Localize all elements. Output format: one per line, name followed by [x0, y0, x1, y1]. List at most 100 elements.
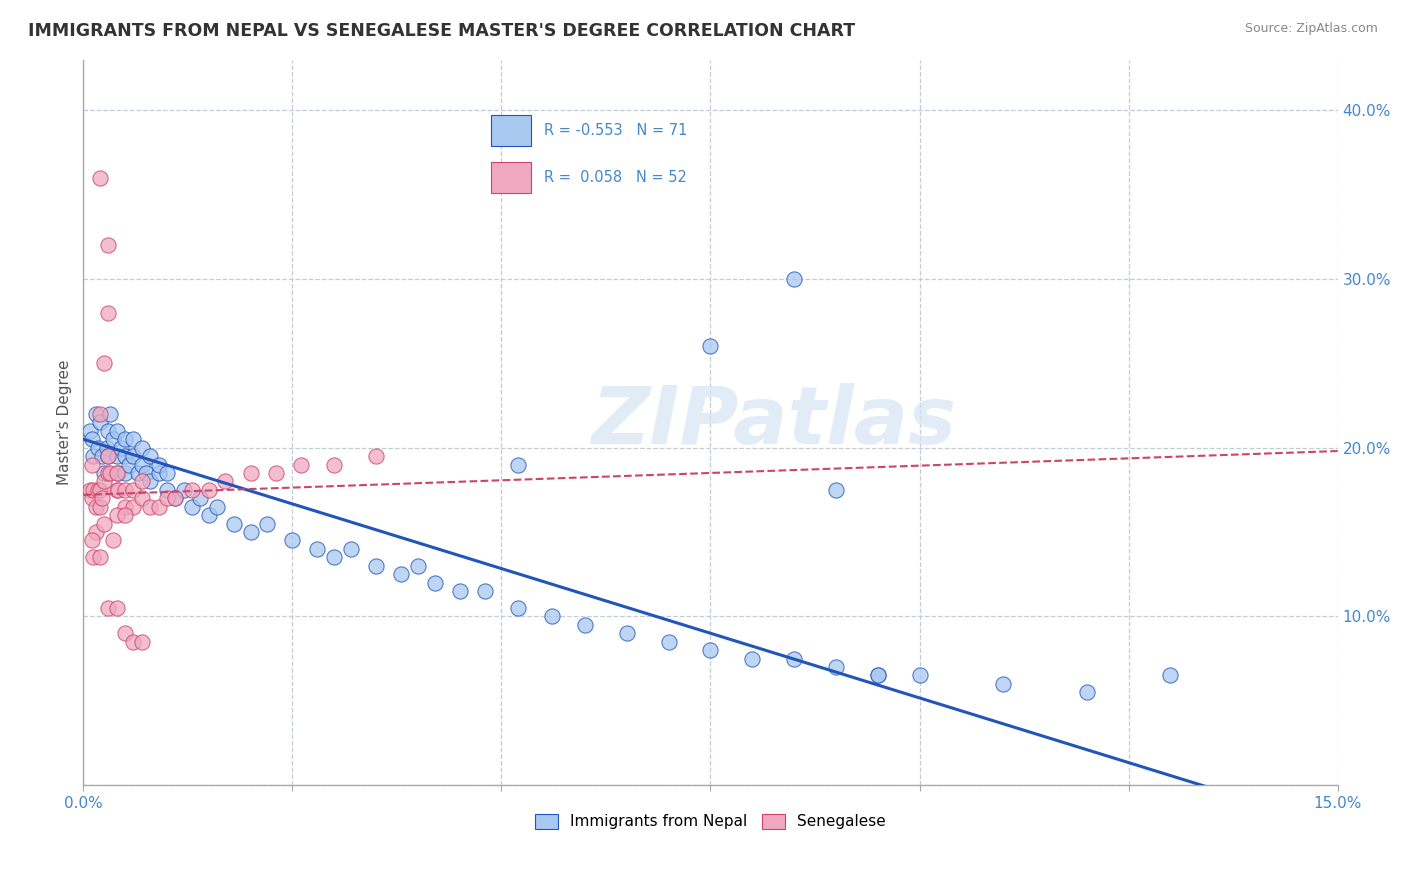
Point [1159, 668, 1181, 682]
Point [190, 491, 212, 506]
Point [84, 407, 107, 421]
Point [423, 575, 446, 590]
Point [114, 626, 136, 640]
Text: ZIPatlas: ZIPatlas [591, 384, 956, 461]
Point [364, 558, 387, 573]
Point [89, 500, 111, 514]
Point [131, 491, 153, 506]
Point [866, 668, 889, 682]
Point [105, 449, 128, 463]
Point [825, 483, 848, 497]
Point [540, 609, 562, 624]
Point [79, 424, 101, 438]
Point [281, 533, 304, 548]
Point [264, 466, 287, 480]
Point [105, 466, 128, 480]
Point [323, 458, 346, 472]
Point [84, 524, 107, 539]
Point [89, 550, 111, 565]
Point [97, 238, 120, 252]
Point [148, 466, 170, 480]
Point [97, 449, 120, 463]
Point [122, 432, 145, 446]
Point [89, 415, 111, 429]
Point [197, 508, 219, 523]
Point [97, 306, 120, 320]
Point [156, 483, 179, 497]
Point [165, 491, 187, 506]
Point [239, 524, 262, 539]
Point [90, 491, 112, 506]
Point [1076, 685, 1098, 699]
Point [991, 677, 1014, 691]
Point [114, 483, 136, 497]
Point [658, 634, 681, 648]
Point [82, 550, 104, 565]
Point [79, 483, 101, 497]
Point [98, 466, 121, 480]
Point [82, 449, 104, 463]
Point [389, 567, 412, 582]
Point [93, 475, 115, 489]
Point [107, 466, 129, 480]
Point [156, 491, 179, 506]
Point [131, 475, 153, 489]
Point [256, 516, 278, 531]
Point [80, 432, 103, 446]
Point [307, 541, 329, 556]
Point [449, 584, 471, 599]
Point [114, 500, 136, 514]
Point [214, 475, 236, 489]
Point [474, 584, 496, 599]
Point [80, 458, 103, 472]
Y-axis label: Master's Degree: Master's Degree [58, 359, 72, 485]
Point [97, 466, 120, 480]
Point [80, 533, 103, 548]
Point [131, 441, 153, 455]
Point [181, 500, 204, 514]
Point [741, 651, 763, 665]
Point [699, 339, 721, 353]
Point [97, 449, 120, 463]
Point [101, 533, 124, 548]
Point [105, 424, 128, 438]
Point [122, 634, 145, 648]
Point [89, 407, 111, 421]
Point [323, 550, 346, 565]
Point [616, 626, 638, 640]
Point [84, 500, 107, 514]
Point [82, 483, 104, 497]
Point [508, 458, 530, 472]
Point [148, 458, 170, 472]
Point [131, 634, 153, 648]
Point [98, 407, 121, 421]
Point [783, 651, 806, 665]
Point [105, 508, 128, 523]
Point [122, 500, 145, 514]
Point [148, 500, 170, 514]
Point [205, 500, 228, 514]
Point [173, 483, 195, 497]
Point [97, 424, 120, 438]
Point [107, 483, 129, 497]
Point [290, 458, 312, 472]
Point [699, 643, 721, 657]
Point [783, 272, 806, 286]
Point [139, 449, 162, 463]
Point [574, 617, 596, 632]
Point [866, 668, 889, 682]
Legend: Immigrants from Nepal, Senegalese: Immigrants from Nepal, Senegalese [529, 808, 893, 836]
Point [364, 449, 387, 463]
Point [93, 466, 115, 480]
Point [114, 508, 136, 523]
Point [93, 356, 115, 370]
Point [110, 441, 132, 455]
Point [406, 558, 429, 573]
Point [80, 491, 103, 506]
Point [131, 458, 153, 472]
Point [508, 601, 530, 615]
Point [90, 449, 112, 463]
Point [93, 516, 115, 531]
Point [135, 466, 157, 480]
Point [118, 458, 141, 472]
